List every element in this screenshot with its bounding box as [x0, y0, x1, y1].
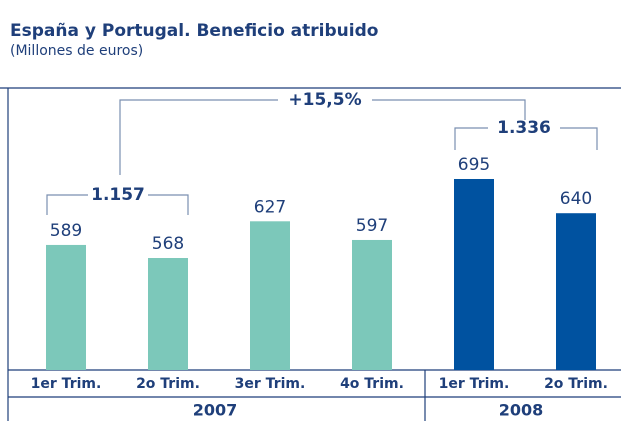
bar — [46, 244, 86, 370]
x-tick-label: 2o Trim. — [544, 376, 608, 392]
value-label: 597 — [356, 216, 388, 236]
x-tick-label: 1er Trim. — [31, 376, 102, 392]
annotation: +15,5% — [288, 90, 361, 110]
x-tick-label: 1er Trim. — [439, 376, 510, 392]
x-tick-label: 3er Trim. — [235, 376, 306, 392]
value-label: 589 — [50, 221, 82, 241]
bracket — [46, 194, 189, 215]
value-label: 640 — [560, 189, 592, 209]
year-label: 2008 — [499, 401, 544, 420]
annotation: 1.336 — [497, 118, 551, 138]
chart-title: España y Portugal. Beneficio atribuido — [10, 21, 378, 41]
chart-subtitle: (Millones de euros) — [10, 43, 143, 59]
value-label: 627 — [254, 197, 286, 217]
bar — [250, 221, 290, 370]
x-tick-label: 4o Trim. — [340, 376, 404, 392]
bar — [148, 258, 188, 370]
year-label: 2007 — [193, 401, 238, 420]
value-label: 568 — [152, 234, 184, 254]
annotation: 1.157 — [91, 185, 145, 205]
bar — [454, 178, 494, 370]
bar — [556, 213, 596, 370]
value-label: 695 — [458, 155, 490, 175]
x-tick-label: 2o Trim. — [136, 376, 200, 392]
bar — [352, 239, 392, 370]
bracket — [454, 127, 598, 150]
bracket — [119, 99, 526, 175]
